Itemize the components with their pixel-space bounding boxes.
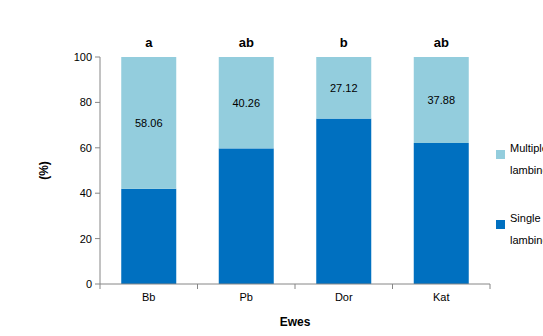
x-tick (490, 284, 491, 289)
data-label: 27.12 (330, 82, 358, 94)
y-tick-label: 60 (80, 142, 92, 154)
y-axis-label: (%) (37, 161, 51, 180)
bars (121, 57, 469, 284)
y-tick (95, 102, 100, 103)
y-tick-label: 100 (74, 51, 92, 63)
bar-segment (121, 57, 176, 189)
bar-segment (219, 57, 274, 148)
legend-label: Singlelambing (510, 212, 543, 246)
y-tick (95, 147, 100, 148)
legend-swatch (496, 220, 505, 229)
bar-segment (121, 189, 176, 284)
y-tick-label: 0 (86, 278, 92, 290)
y-axis (100, 57, 101, 284)
x-tick (100, 284, 101, 289)
legend-label: Multiplelambing (510, 142, 543, 176)
y-tick (95, 284, 100, 285)
y-tick-label: 40 (80, 187, 92, 199)
data-label: 40.26 (232, 97, 260, 109)
y-tick (95, 193, 100, 194)
x-tick (295, 284, 296, 289)
annotation: a (145, 35, 153, 50)
legend-swatch (496, 150, 505, 159)
x-tick-label: Kat (433, 291, 450, 303)
annotation: ab (434, 35, 449, 50)
x-tick (392, 284, 393, 289)
data-label: 58.06 (135, 117, 163, 129)
bar-segment (219, 148, 274, 284)
x-tick-label: Pb (240, 291, 253, 303)
data-label: 37.88 (427, 94, 455, 106)
x-tick-label: Bb (142, 291, 155, 303)
bar-segment (414, 57, 469, 143)
y-tick (95, 57, 100, 58)
annotation: ab (239, 35, 254, 50)
chart: 58.06 40.26 27.12 37.88 a ab b ab 0 20 40 60 80 100 Bb… (0, 0, 543, 336)
x-axis-label: Ewes (280, 315, 311, 329)
y-tick-label: 80 (80, 96, 92, 108)
x-tick-label: Dor (335, 291, 353, 303)
legend: Multiplelambing Singlelambing (496, 142, 543, 246)
bar-segment (414, 143, 469, 284)
y-tick (95, 238, 100, 239)
bar-segment (316, 119, 371, 284)
x-tick (197, 284, 198, 289)
y-tick-label: 20 (80, 233, 92, 245)
annotation: b (340, 35, 348, 50)
bar-segment (316, 57, 371, 119)
